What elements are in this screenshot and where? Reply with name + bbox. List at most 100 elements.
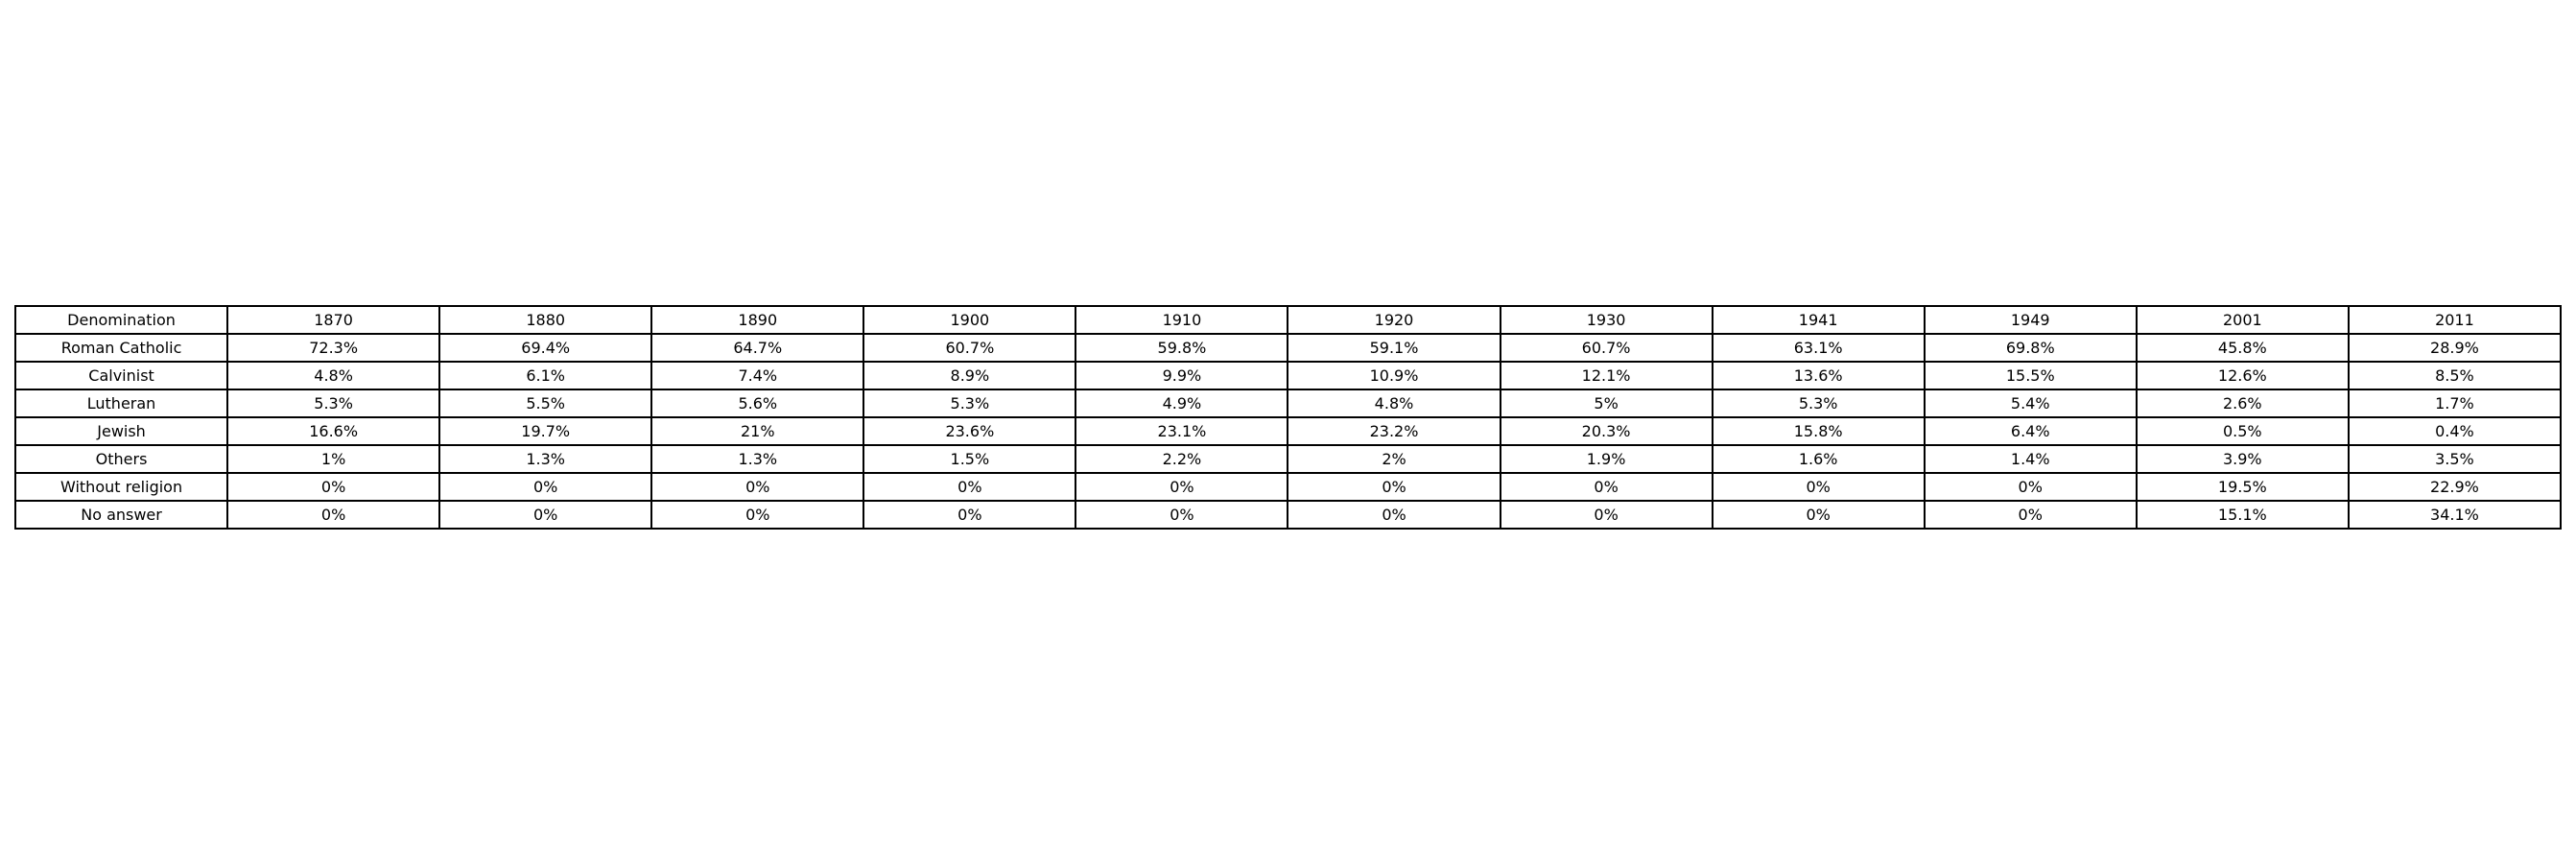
value-cell: 5.3%: [226, 389, 441, 418]
value-cell: 0%: [1075, 500, 1289, 530]
header-cell-year: 1900: [863, 305, 1077, 335]
header-cell-year: 1941: [1711, 305, 1926, 335]
data-table-container: Denomination 1870 1880 1890 1900 1910 1920 1930…: [13, 305, 2563, 530]
value-cell: 0%: [1075, 472, 1289, 502]
header-cell-year: 1880: [438, 305, 653, 335]
value-cell: 2.6%: [2135, 389, 2350, 418]
header-cell-denomination: Denomination: [13, 305, 229, 335]
row-label-cell: Others: [13, 444, 229, 474]
value-cell: 0%: [863, 472, 1077, 502]
value-cell: 13.6%: [1711, 361, 1926, 390]
row-label-cell: No answer: [13, 500, 229, 530]
value-cell: 64.7%: [650, 333, 865, 363]
value-cell: 0%: [1499, 472, 1713, 502]
value-cell: 0%: [226, 500, 441, 530]
value-cell: 23.1%: [1075, 416, 1289, 446]
value-cell: 60.7%: [1499, 333, 1713, 363]
value-cell: 59.8%: [1075, 333, 1289, 363]
header-cell-year: 1870: [226, 305, 441, 335]
value-cell: 1%: [226, 444, 441, 474]
value-cell: 12.1%: [1499, 361, 1713, 390]
value-cell: 0%: [863, 500, 1077, 530]
value-cell: 10.9%: [1287, 361, 1501, 390]
value-cell: 12.6%: [2135, 361, 2350, 390]
value-cell: 3.5%: [2347, 444, 2563, 474]
value-cell: 0%: [1499, 500, 1713, 530]
table-row: No answer 0% 0% 0% 0% 0% 0% 0% 0% 0% 15.1% 34.1%: [13, 500, 2563, 530]
value-cell: 4.8%: [226, 361, 441, 390]
value-cell: 0.5%: [2135, 416, 2350, 446]
value-cell: 63.1%: [1711, 333, 1926, 363]
value-cell: 15.5%: [1923, 361, 2138, 390]
value-cell: 59.1%: [1287, 333, 1501, 363]
table-row: Calvinist 4.8% 6.1% 7.4% 8.9% 9.9% 10.9% 12.1% 1…: [13, 361, 2563, 390]
table-row: Lutheran 5.3% 5.5% 5.6% 5.3% 4.9% 4.8% 5% 5.3% 5.…: [13, 389, 2563, 418]
value-cell: 69.8%: [1923, 333, 2138, 363]
value-cell: 0%: [438, 472, 653, 502]
value-cell: 1.6%: [1711, 444, 1926, 474]
value-cell: 0%: [650, 472, 865, 502]
value-cell: 6.1%: [438, 361, 653, 390]
value-cell: 5.3%: [1711, 389, 1926, 418]
value-cell: 1.4%: [1923, 444, 2138, 474]
value-cell: 6.4%: [1923, 416, 2138, 446]
value-cell: 0%: [1287, 500, 1501, 530]
value-cell: 7.4%: [650, 361, 865, 390]
value-cell: 0%: [1711, 472, 1926, 502]
value-cell: 0%: [226, 472, 441, 502]
value-cell: 5%: [1499, 389, 1713, 418]
value-cell: 45.8%: [2135, 333, 2350, 363]
row-label-cell: Lutheran: [13, 389, 229, 418]
header-cell-year: 1949: [1923, 305, 2138, 335]
value-cell: 60.7%: [863, 333, 1077, 363]
value-cell: 69.4%: [438, 333, 653, 363]
row-label-cell: Calvinist: [13, 361, 229, 390]
value-cell: 9.9%: [1075, 361, 1289, 390]
value-cell: 28.9%: [2347, 333, 2563, 363]
value-cell: 3.9%: [2135, 444, 2350, 474]
value-cell: 2.2%: [1075, 444, 1289, 474]
value-cell: 1.9%: [1499, 444, 1713, 474]
value-cell: 19.5%: [2135, 472, 2350, 502]
header-cell-year: 2001: [2135, 305, 2350, 335]
header-cell-year: 1930: [1499, 305, 1713, 335]
value-cell: 15.1%: [2135, 500, 2350, 530]
value-cell: 1.7%: [2347, 389, 2563, 418]
table-header-row: Denomination 1870 1880 1890 1900 1910 1920 1930…: [13, 305, 2563, 335]
header-cell-year: 1890: [650, 305, 865, 335]
value-cell: 19.7%: [438, 416, 653, 446]
table-row: Without religion 0% 0% 0% 0% 0% 0% 0% 0% 0% 19.5% 2…: [13, 472, 2563, 502]
table-row: Roman Catholic 72.3% 69.4% 64.7% 60.7% 59.8% 5…: [13, 333, 2563, 363]
table-body: Denomination 1870 1880 1890 1900 1910 1920 1930…: [13, 305, 2563, 530]
value-cell: 8.5%: [2347, 361, 2563, 390]
table-row: Others 1% 1.3% 1.3% 1.5% 2.2% 2% 1.9% 1.6% 1.4% 3.…: [13, 444, 2563, 474]
value-cell: 2%: [1287, 444, 1501, 474]
value-cell: 15.8%: [1711, 416, 1926, 446]
value-cell: 0%: [1287, 472, 1501, 502]
value-cell: 0.4%: [2347, 416, 2563, 446]
value-cell: 4.8%: [1287, 389, 1501, 418]
header-cell-year: 2011: [2347, 305, 2563, 335]
value-cell: 0%: [1711, 500, 1926, 530]
value-cell: 23.2%: [1287, 416, 1501, 446]
value-cell: 0%: [650, 500, 865, 530]
value-cell: 1.5%: [863, 444, 1077, 474]
table-row: Jewish 16.6% 19.7% 21% 23.6% 23.1% 23.2% 20.3% 1…: [13, 416, 2563, 446]
value-cell: 23.6%: [863, 416, 1077, 446]
value-cell: 21%: [650, 416, 865, 446]
header-cell-year: 1920: [1287, 305, 1501, 335]
row-label-cell: Roman Catholic: [13, 333, 229, 363]
value-cell: 1.3%: [438, 444, 653, 474]
header-cell-year: 1910: [1075, 305, 1289, 335]
row-label-cell: Jewish: [13, 416, 229, 446]
value-cell: 0%: [1923, 500, 2138, 530]
data-table: Denomination 1870 1880 1890 1900 1910 1920 1930…: [13, 305, 2563, 530]
value-cell: 20.3%: [1499, 416, 1713, 446]
value-cell: 1.3%: [650, 444, 865, 474]
value-cell: 22.9%: [2347, 472, 2563, 502]
value-cell: 5.6%: [650, 389, 865, 418]
value-cell: 72.3%: [226, 333, 441, 363]
value-cell: 0%: [438, 500, 653, 530]
value-cell: 4.9%: [1075, 389, 1289, 418]
value-cell: 16.6%: [226, 416, 441, 446]
